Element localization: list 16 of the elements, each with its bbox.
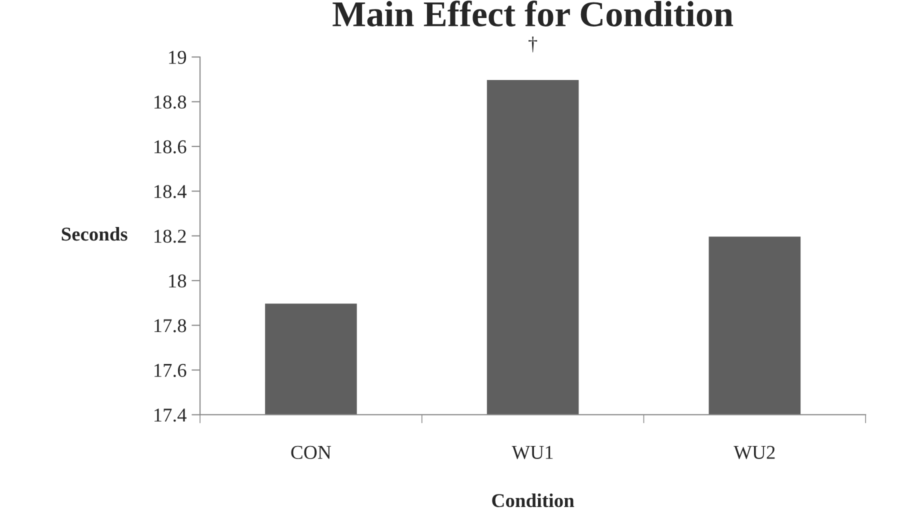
- y-tick-label: 18: [169, 274, 186, 288]
- y-tick-label: 18.4: [154, 184, 187, 198]
- x-axis-title: Condition: [492, 493, 574, 508]
- x-tick-label: WU1: [512, 446, 553, 460]
- y-tick-label: 18.6: [154, 140, 186, 154]
- y-axis-title: Seconds: [62, 227, 128, 241]
- y-tick-label: 19: [169, 50, 186, 64]
- y-tick-label: 17.6: [154, 364, 186, 378]
- x-tick-label: WU2: [734, 446, 775, 460]
- y-tick-label: 17.8: [154, 319, 186, 332]
- y-tick-label: 18.8: [154, 96, 186, 109]
- y-tick-label: 17.4: [154, 408, 187, 422]
- y-tick-label: 18.2: [154, 230, 186, 243]
- x-tick-label: CON: [291, 446, 332, 459]
- chart-title: Main Effect for Condition: [332, 0, 734, 26]
- text: †: [528, 36, 538, 52]
